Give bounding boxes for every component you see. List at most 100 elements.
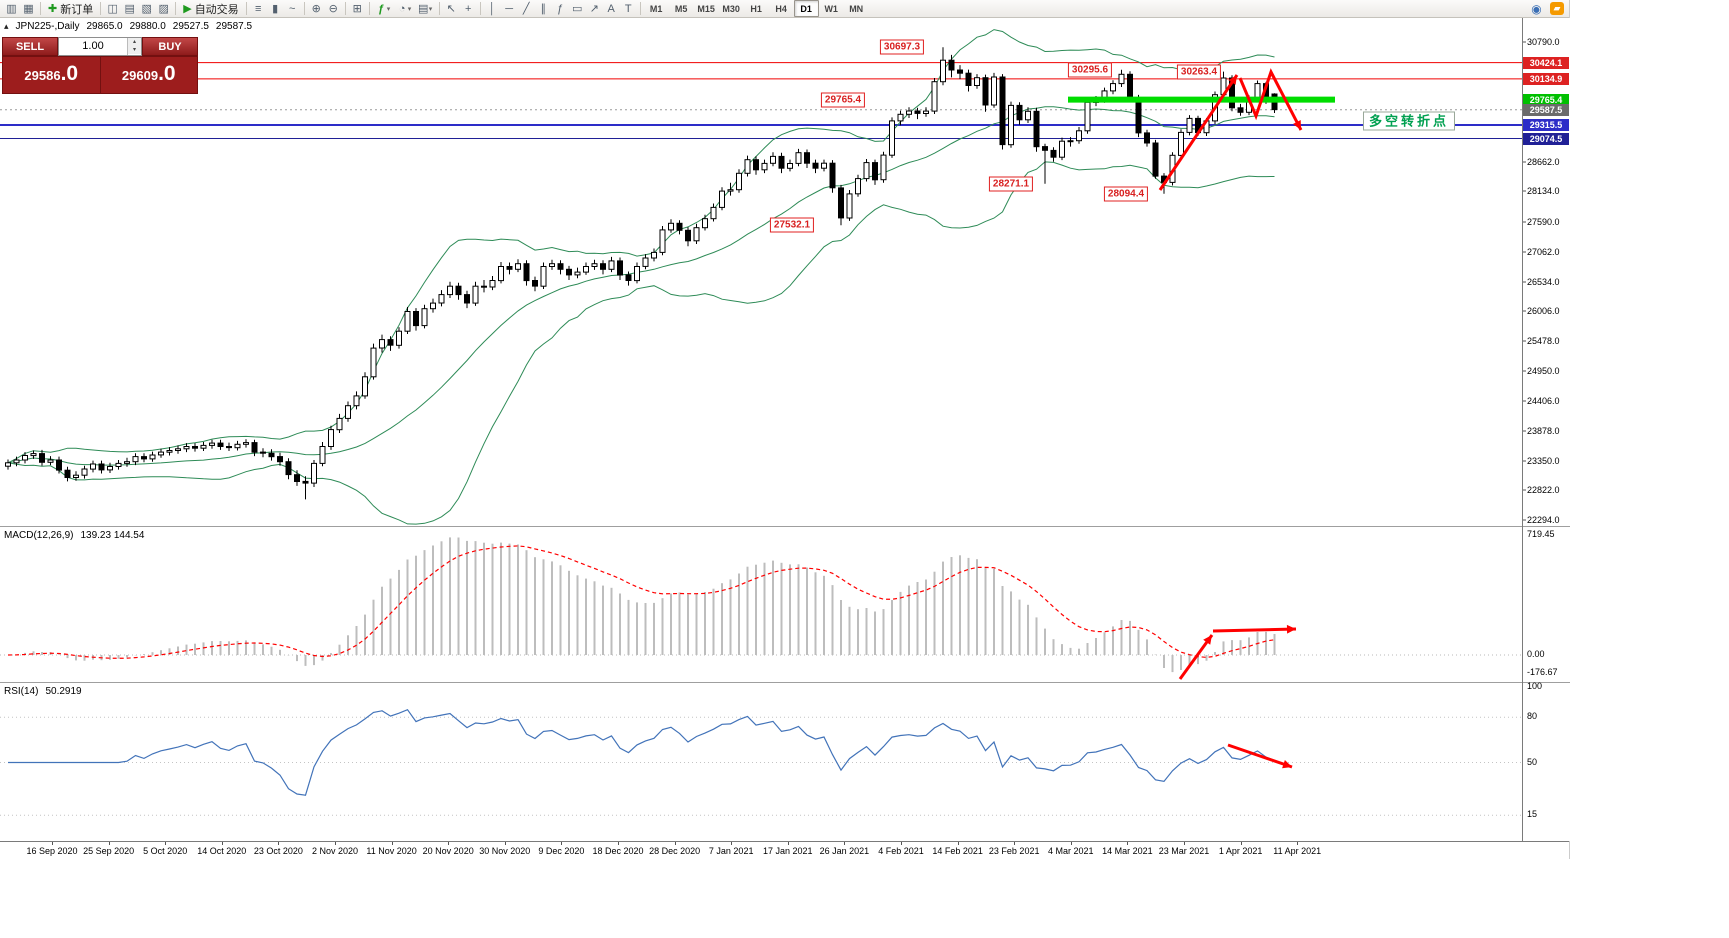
sell-price-display[interactable]: 29586.0 (2, 56, 100, 94)
one-click-collapse-icon[interactable]: ▴ (4, 21, 9, 31)
sell-button[interactable]: SELL (2, 37, 58, 56)
line-chart-mode-icon[interactable]: ~ (288, 2, 296, 15)
price-chart-canvas[interactable] (0, 18, 1522, 526)
buy-price-display[interactable]: 29609.0 (99, 56, 198, 94)
time-tick (1070, 842, 1072, 845)
timeframe-m15[interactable]: M15 (697, 3, 715, 14)
rsi-canvas[interactable] (0, 683, 1522, 842)
volume-spinner[interactable]: ▴ ▾ (127, 38, 141, 55)
time-tick (1297, 842, 1299, 845)
new-chart-icon[interactable]: ▥ (6, 3, 17, 15)
timeframe-h4[interactable]: H4 (775, 3, 787, 14)
date-label: 28 Dec 2020 (649, 846, 701, 856)
price-tick-label: 24406.0 (1527, 396, 1560, 407)
profiles-icon[interactable]: ▦ (23, 3, 34, 15)
macd-canvas[interactable] (0, 527, 1522, 683)
macd-values: 139.23 144.54 (80, 530, 145, 541)
time-tick (1014, 842, 1016, 845)
horizontal-line-tool-icon[interactable]: ─ (505, 2, 514, 15)
new-order-label: 新订单 (60, 3, 94, 16)
time-tick (1184, 842, 1185, 845)
price-tick-mark (1523, 400, 1526, 402)
toolbar-separator (175, 2, 177, 15)
indicators-icon[interactable]: ƒ (378, 2, 385, 15)
arrows-tool-icon[interactable]: ↗ (589, 3, 599, 15)
autotrading-button[interactable]: ▶ 自动交易 (179, 1, 242, 17)
price-tick-label: 30790.0 (1527, 37, 1560, 47)
community-icon[interactable]: ◉ (1531, 1, 1542, 16)
date-label: 11 Apr 2021 (1273, 846, 1322, 856)
price-tick-mark (1523, 41, 1526, 43)
date-label: 23 Oct 2020 (253, 846, 303, 856)
price-tick-label: 28662.0 (1527, 156, 1560, 167)
label-tool-icon[interactable]: T (624, 2, 632, 15)
periods-icon[interactable]: ◔ (398, 2, 406, 15)
rsi-pane[interactable]: RSI(14) 50.2919 (0, 682, 1522, 842)
macd-title: MACD(12,26,9) (4, 530, 74, 541)
price-tick-mark (1523, 430, 1526, 432)
periods-dropdown-icon[interactable]: ▾ (407, 5, 412, 13)
navigator-icon[interactable]: ▨ (158, 3, 169, 15)
text-tool-icon[interactable]: A (607, 2, 615, 15)
candlestick-mode-icon[interactable]: ▮ (272, 3, 279, 15)
date-label: 5 Oct 2020 (143, 846, 188, 856)
price-tick-label: 26006.0 (1527, 306, 1560, 317)
trend-arrow[interactable] (1227, 743, 1293, 769)
channel-tool-icon[interactable]: ∥ (540, 3, 546, 15)
market-watch-icon[interactable]: ▤ (124, 3, 135, 15)
fibonacci-tool-icon[interactable]: ƒ (557, 2, 564, 15)
symbol-period-label: JPN225-,Daily (15, 21, 80, 32)
spinner-down-icon[interactable]: ▾ (128, 46, 141, 54)
trend-arrow[interactable] (1178, 634, 1214, 680)
date-label: 14 Oct 2020 (197, 846, 247, 856)
volume-input[interactable]: 1.00 ▴ ▾ (58, 37, 142, 56)
timeframe-m5[interactable]: M5 (674, 3, 688, 14)
trend-arrow[interactable] (1238, 68, 1303, 131)
time-tick (165, 842, 167, 845)
price-axis[interactable]: 30790.0 28662.0 28134.0 27590.0 27062.0 26534… (1522, 18, 1570, 841)
timeframe-h1[interactable]: H1 (750, 3, 762, 14)
chart-window: 30697.3 30295.6 30263.4 29765.4 28271.1 28094… (0, 18, 1570, 859)
spinner-up-icon[interactable]: ▴ (128, 38, 141, 46)
price-badge: 29315.5 (1523, 119, 1569, 131)
zoom-out-icon[interactable]: ⊖ (328, 3, 338, 15)
timeframe-mn[interactable]: MN (849, 3, 864, 14)
macd-axis-label: -176.67 (1527, 667, 1558, 677)
timeframe-m1[interactable]: M1 (649, 3, 663, 14)
time-tick (1127, 842, 1129, 845)
zoom-in-icon[interactable]: ⊕ (311, 3, 321, 15)
tile-windows-icon[interactable]: ⊞ (352, 3, 362, 15)
sell-price-frac: .0 (60, 62, 79, 85)
cursor-icon[interactable]: ↖ (446, 3, 456, 15)
shapes-tool-icon[interactable]: ▭ (571, 3, 583, 15)
crosshair-icon[interactable]: + (464, 2, 472, 15)
templates-icon[interactable]: ▤ (417, 3, 429, 15)
date-label: 30 Nov 2020 (479, 846, 531, 856)
price-pane[interactable]: 30697.3 30295.6 30263.4 29765.4 28271.1 28094… (0, 18, 1522, 526)
buy-button[interactable]: BUY (142, 37, 198, 56)
data-window-icon[interactable]: ▧ (141, 3, 152, 15)
time-tick (221, 842, 223, 845)
templates-dropdown-icon[interactable]: ▾ (428, 5, 433, 13)
trend-arrow[interactable] (1158, 74, 1239, 191)
date-label: 9 Dec 2020 (538, 846, 585, 856)
bollinger-middle-band (7, 106, 1275, 466)
timeframe-w1[interactable]: W1 (824, 3, 838, 14)
indicators-dropdown-icon[interactable]: ▾ (386, 5, 391, 13)
timeframe-d1[interactable]: D1 (793, 0, 819, 17)
vertical-line-tool-icon[interactable]: │ (488, 2, 496, 15)
trend-arrow-head (1228, 75, 1237, 85)
candlestick-series[interactable] (5, 47, 1278, 500)
trendline-tool-icon[interactable]: ╱ (522, 3, 530, 15)
timeframe-m30[interactable]: M30 (722, 3, 740, 14)
bar-chart-mode-icon[interactable]: ≡ (254, 2, 262, 15)
new-order-button[interactable]: ✚ 新订单 (44, 1, 97, 17)
promo-icon[interactable]: ▰ (1550, 2, 1564, 15)
macd-pane[interactable]: MACD(12,26,9) 139.23 144.54 (0, 526, 1522, 683)
time-axis[interactable]: 16 Sep 2020 25 Sep 2020 5 Oct 2020 14 Oct 2… (0, 841, 1569, 859)
trend-arrow-head (1203, 635, 1212, 645)
chart-window-icon[interactable]: ◫ (107, 3, 118, 15)
price-badge: 29074.5 (1523, 132, 1569, 145)
trend-arrow[interactable] (1212, 627, 1297, 633)
price-tick-label: 23878.0 (1527, 425, 1560, 436)
